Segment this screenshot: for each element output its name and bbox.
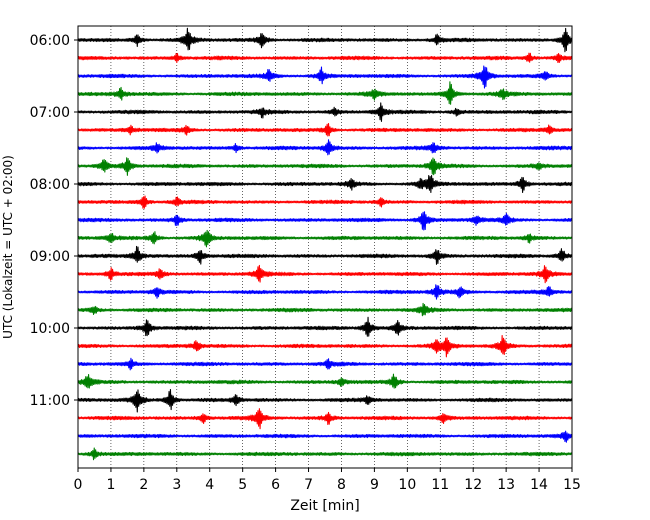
trace-line bbox=[77, 52, 573, 64]
x-tick-label: 13 bbox=[497, 477, 515, 493]
x-tick-label: 12 bbox=[464, 477, 482, 493]
trace-line bbox=[77, 334, 573, 358]
x-tick-label: 6 bbox=[271, 477, 280, 493]
trace-line bbox=[77, 264, 573, 284]
trace-line bbox=[77, 102, 573, 122]
trace-line bbox=[77, 430, 573, 443]
x-tick-label: 14 bbox=[530, 477, 548, 493]
x-tick-label: 0 bbox=[74, 477, 83, 493]
y-tick-label: 06:00 bbox=[30, 33, 70, 49]
trace-line bbox=[77, 81, 573, 105]
x-tick-label: 9 bbox=[370, 477, 379, 493]
x-tick-label: 8 bbox=[337, 477, 346, 493]
trace-line bbox=[77, 408, 573, 430]
x-tick-label: 7 bbox=[304, 477, 313, 493]
trace-line bbox=[77, 211, 573, 231]
trace-line bbox=[77, 302, 573, 317]
trace-line bbox=[77, 357, 573, 371]
x-ticks: 0 1 2 3 4 5 6 7 8 9 10 11 12 13 14 15 bbox=[74, 468, 581, 493]
y-axis-label: UTC (Lokalzeit = UTC + 02:00) bbox=[1, 155, 15, 339]
trace-line bbox=[77, 195, 573, 209]
trace-line bbox=[77, 245, 573, 265]
x-tick-label: 10 bbox=[398, 477, 416, 493]
trace-line bbox=[77, 447, 573, 461]
trace-line bbox=[77, 229, 573, 248]
trace-line bbox=[77, 27, 573, 53]
trace-line bbox=[77, 65, 573, 89]
x-tick-label: 5 bbox=[238, 477, 247, 493]
y-tick-label: 10:00 bbox=[30, 321, 70, 337]
traces bbox=[77, 27, 573, 461]
trace-line bbox=[77, 316, 573, 337]
x-tick-label: 15 bbox=[563, 477, 581, 493]
trace-line bbox=[77, 139, 573, 156]
plot-frame bbox=[77, 25, 573, 469]
x-tick-label: 2 bbox=[139, 477, 148, 493]
trace-line bbox=[77, 122, 573, 137]
y-ticks: 06:00 07:00 08:00 09:00 10:00 11:00 bbox=[30, 33, 78, 409]
x-tick-label: 3 bbox=[172, 477, 181, 493]
trace-line bbox=[77, 174, 573, 193]
trace-line bbox=[77, 389, 573, 413]
trace-line bbox=[77, 157, 573, 176]
trace-line bbox=[77, 373, 573, 389]
y-tick-label: 09:00 bbox=[30, 249, 70, 265]
y-tick-label: 08:00 bbox=[30, 177, 70, 193]
x-axis-label: Zeit [min] bbox=[290, 498, 359, 514]
x-tick-label: 1 bbox=[106, 477, 115, 493]
y-tick-label: 07:00 bbox=[30, 105, 70, 121]
x-tick-label: 11 bbox=[431, 477, 449, 493]
trace-line bbox=[77, 284, 573, 300]
x-tick-label: 4 bbox=[205, 477, 214, 493]
y-tick-label: 11:00 bbox=[30, 393, 70, 409]
